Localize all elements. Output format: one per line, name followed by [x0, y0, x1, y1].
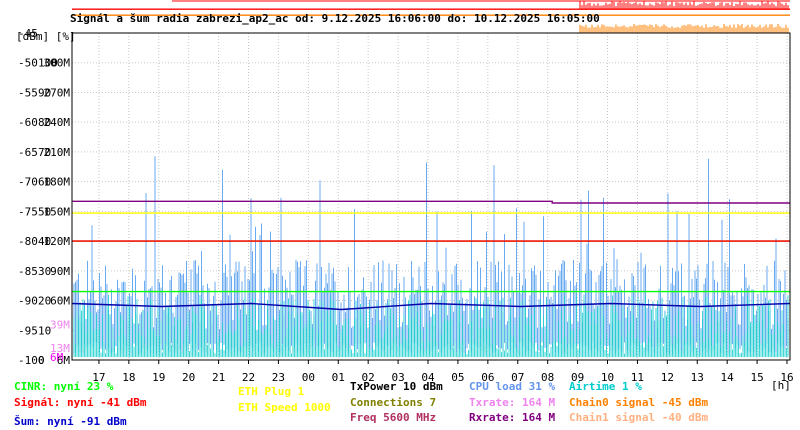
- legend: CINR: nyní 23 % Signál: nyní -41 dBm Šum…: [14, 380, 708, 428]
- x-axis-labels: 17 18 19 20 21 22 23 00 01 02 03 04 05 06 07 08 09 10 11 12…: [92, 360, 794, 384]
- x-tick-label: 07: [511, 371, 524, 384]
- load-bands: [73, 156, 789, 357]
- y-tick-rate: 180M: [44, 176, 71, 189]
- y-tick-pct: 40: [38, 235, 51, 248]
- grid: [72, 33, 790, 360]
- y-tick-dbm: -85: [18, 265, 38, 278]
- y-tick-dbm: -80: [18, 235, 38, 248]
- x-tick-label: 10: [601, 371, 614, 384]
- y-tick-dbm: -75: [18, 205, 38, 218]
- y-tick-dbm: -55: [18, 86, 38, 99]
- inline-rate-label: 39M: [50, 318, 70, 331]
- legend-rxrate: Rxrate: 164 M: [469, 411, 555, 424]
- x-tick-label: 13: [691, 371, 704, 384]
- x-tick-label: 02: [362, 371, 375, 384]
- x-tick-label: 11: [631, 371, 644, 384]
- y-tick-dbm: -90: [18, 295, 38, 308]
- x-tick-label: 23: [272, 371, 285, 384]
- series-lines: [71, 8, 791, 311]
- y-tick-pct: 50: [38, 205, 51, 218]
- y-tick-rate: 90M: [50, 265, 70, 278]
- signal-overflow: [579, 1, 789, 9]
- y-axis-unit-label: [dBm] [%]: [16, 30, 76, 43]
- y-tick-dbm: -95: [18, 324, 38, 337]
- x-tick-label: 15: [750, 371, 763, 384]
- x-tick-label: 17: [92, 371, 105, 384]
- x-tick-label: 08: [541, 371, 554, 384]
- x-tick-label: 01: [332, 371, 345, 384]
- legend-chain1: Chain1 signal -40 dBm: [569, 411, 708, 424]
- y-tick-dbm: -65: [18, 146, 38, 159]
- y-tick-pct: 80: [38, 116, 51, 129]
- x-tick-label: 14: [721, 371, 735, 384]
- x-tick-label: 12: [661, 371, 674, 384]
- y-tick-rate: 150M: [44, 205, 71, 218]
- plot-frame: [71, 32, 791, 361]
- chart-title: Signál a šum radia zabrezi_ap2_ac od: 9.…: [70, 12, 600, 25]
- x-tick-label: 05: [451, 371, 464, 384]
- x-tick-label: 20: [182, 371, 195, 384]
- legend-chain0: Chain0 signal -45 dBm: [569, 396, 708, 409]
- legend-signal: Signál: nyní -41 dBm: [14, 396, 147, 409]
- y-tick-dbm: -45: [18, 27, 38, 40]
- y-tick-pct: 20: [38, 295, 51, 308]
- y-tick-dbm: -70: [18, 176, 38, 189]
- x-tick-label: 18: [122, 371, 135, 384]
- y-tick-rate: 300M: [44, 57, 71, 70]
- legend-cpu-load: CPU load 31 %: [469, 380, 555, 393]
- y-tick-pct: 0: [38, 354, 45, 367]
- airtime-band: [73, 294, 789, 357]
- y-tick-rate: 6M: [57, 354, 71, 367]
- x-tick-label: 22: [242, 371, 255, 384]
- plot-area: [72, 33, 790, 360]
- series--um: [71, 302, 791, 311]
- y-tick-rate: 240M: [44, 116, 71, 129]
- x-tick-label: 00: [302, 371, 315, 384]
- y-tick-dbm: -50: [18, 57, 38, 70]
- y-tick-pct: 30: [38, 265, 51, 278]
- x-tick-label: 16: [780, 371, 793, 384]
- y-tick-dbm: -60: [18, 116, 38, 129]
- y-tick-pct: 70: [38, 146, 51, 159]
- y-tick-rate: 210M: [44, 146, 71, 159]
- y-tick-rate: 270M: [44, 86, 71, 99]
- x-tick-label: 04: [421, 371, 435, 384]
- legend-connections: Connections 7: [350, 396, 436, 409]
- y-tick-pct: 100: [38, 57, 58, 70]
- legend-eth-plug: ETH Plug 1: [238, 385, 305, 398]
- x-tick-label: 21: [212, 371, 225, 384]
- y-tick-rate: 120M: [44, 235, 71, 248]
- legend-txpower: TxPower 10 dBm: [350, 380, 443, 393]
- y-tick-dbm: -100: [18, 354, 45, 367]
- x-tick-label: 09: [571, 371, 584, 384]
- legend-txrate: Txrate: 164 M: [469, 396, 555, 409]
- legend-noise: Šum: nyní -91 dBm: [14, 415, 127, 428]
- series-txpower: [72, 200, 790, 204]
- x-tick-label: 03: [391, 371, 404, 384]
- y-tick-rate: 60M: [50, 295, 70, 308]
- x-tick-label: 19: [152, 371, 165, 384]
- legend-freq: Freq 5600 MHz: [350, 411, 436, 424]
- inline-rate-label: 13M: [50, 342, 70, 355]
- y-tick-pct: 60: [38, 176, 51, 189]
- x-axis-unit-label: [h]: [771, 379, 791, 392]
- legend-cinr: CINR: nyní 23 %: [14, 380, 114, 393]
- x-tick-label: 06: [481, 371, 494, 384]
- legend-airtime: Airtime 1 %: [569, 380, 642, 393]
- inline-rate-label: 6M: [50, 351, 64, 364]
- legend-eth-speed: ETH Speed 1000: [238, 401, 331, 414]
- y-tick-pct: 10: [38, 324, 51, 337]
- y-tick-pct: 90: [38, 86, 51, 99]
